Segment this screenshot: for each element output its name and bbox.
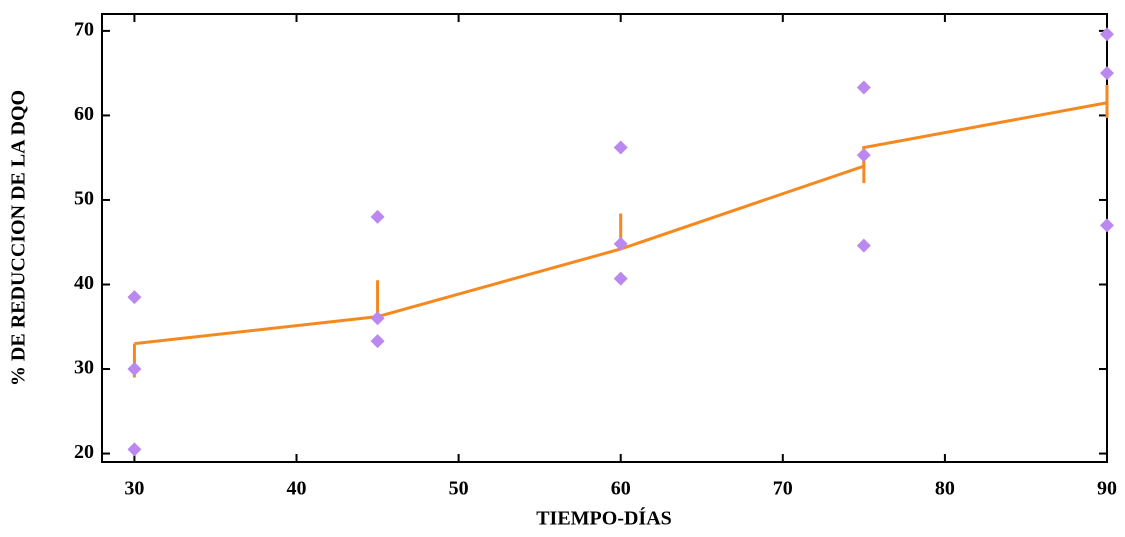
- data-point: [370, 311, 385, 326]
- data-point: [127, 442, 142, 457]
- data-point: [370, 334, 385, 349]
- x-axis-title: TIEMPO-DÍAS: [536, 507, 672, 530]
- y-tick-label: 30: [74, 357, 94, 379]
- x-tick-label: 90: [1097, 478, 1117, 500]
- data-point: [127, 362, 142, 377]
- x-tick-label: 70: [773, 478, 793, 500]
- fit-line: [134, 101, 1108, 346]
- y-tick-label: 60: [74, 103, 94, 125]
- data-point: [856, 80, 871, 95]
- data-point: [856, 238, 871, 253]
- data-point: [856, 148, 871, 163]
- y-tick-label: 70: [74, 18, 94, 40]
- x-tick-label: 50: [449, 478, 469, 500]
- y-tick-label: 40: [74, 272, 94, 294]
- data-point: [613, 271, 628, 286]
- plot-frame: [101, 13, 1108, 463]
- x-tick-label: 80: [935, 478, 955, 500]
- data-point: [127, 290, 142, 305]
- data-point: [370, 209, 385, 224]
- y-tick-label: 20: [74, 441, 94, 463]
- data-point: [1100, 218, 1114, 233]
- data-point: [1100, 66, 1114, 81]
- data-point: [1100, 27, 1114, 42]
- x-tick-label: 30: [124, 478, 144, 500]
- data-point: [613, 236, 628, 251]
- y-tick-label: 50: [74, 188, 94, 210]
- x-tick-label: 60: [611, 478, 631, 500]
- data-point: [613, 140, 628, 155]
- x-tick-label: 40: [287, 478, 307, 500]
- y-axis-title: % DE REDUCCION DE LA DQO: [8, 90, 30, 386]
